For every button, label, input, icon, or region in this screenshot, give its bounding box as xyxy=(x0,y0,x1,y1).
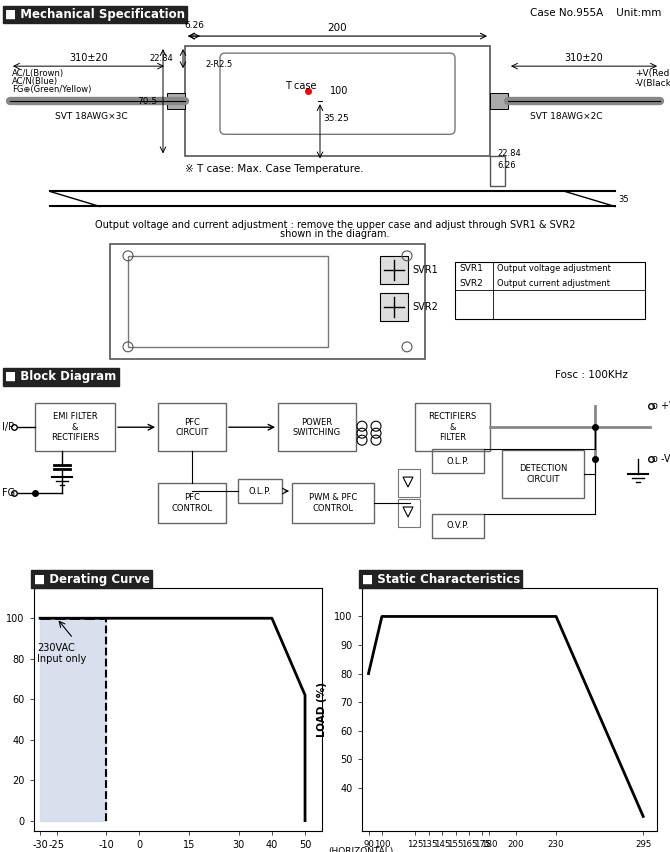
Text: AC/N(Blue): AC/N(Blue) xyxy=(12,77,58,86)
Text: AC/L(Brown): AC/L(Brown) xyxy=(12,69,64,78)
Bar xyxy=(110,244,425,359)
Text: PFC
CIRCUIT: PFC CIRCUIT xyxy=(176,417,208,437)
Bar xyxy=(167,93,185,109)
Text: +V(Red): +V(Red) xyxy=(635,69,670,78)
Text: O.L.P.: O.L.P. xyxy=(447,457,469,466)
Bar xyxy=(502,450,584,498)
Text: I/P: I/P xyxy=(2,423,14,432)
Text: 310±20: 310±20 xyxy=(565,53,604,63)
Text: SVT 18AWG×3C: SVT 18AWG×3C xyxy=(55,112,127,121)
Text: 35: 35 xyxy=(618,195,628,204)
Text: Output voltage and current adjustment : remove the upper case and adjust through: Output voltage and current adjustment : … xyxy=(94,220,576,230)
Text: ※ T case: Max. Case Temperature.: ※ T case: Max. Case Temperature. xyxy=(185,164,364,175)
Bar xyxy=(415,403,490,452)
Text: Case No.955A    Unit:mm: Case No.955A Unit:mm xyxy=(530,8,661,18)
Text: Output voltage adjustment: Output voltage adjustment xyxy=(497,264,611,273)
Text: Fosc : 100KHz: Fosc : 100KHz xyxy=(555,371,628,380)
Bar xyxy=(128,256,328,347)
Text: o -V: o -V xyxy=(652,454,670,464)
Bar xyxy=(398,469,420,497)
Bar xyxy=(490,93,508,109)
Text: 35.25: 35.25 xyxy=(323,114,349,123)
Bar xyxy=(35,403,115,452)
Bar xyxy=(490,157,505,187)
Bar xyxy=(398,499,420,527)
Text: SVR1: SVR1 xyxy=(412,265,438,274)
Bar xyxy=(158,403,226,452)
Text: FG: FG xyxy=(2,488,15,498)
Text: FG⊕(Green/Yellow): FG⊕(Green/Yellow) xyxy=(12,84,91,94)
Text: (HORIZONTAL): (HORIZONTAL) xyxy=(328,847,393,852)
Text: ■ Static Characteristics: ■ Static Characteristics xyxy=(362,573,520,585)
Text: ■ Block Diagram: ■ Block Diagram xyxy=(5,371,117,383)
Text: 310±20: 310±20 xyxy=(69,53,108,63)
Bar xyxy=(380,293,408,321)
Y-axis label: LOAD (%): LOAD (%) xyxy=(318,682,328,737)
Bar xyxy=(380,256,408,284)
Text: SVR2: SVR2 xyxy=(412,302,438,313)
Text: o +V: o +V xyxy=(652,401,670,412)
Text: EMI FILTER
&
RECTIFIERS: EMI FILTER & RECTIFIERS xyxy=(51,412,99,442)
Text: T case: T case xyxy=(285,81,316,91)
Text: SVR1: SVR1 xyxy=(459,264,483,273)
Text: PWM & PFC
CONTROL: PWM & PFC CONTROL xyxy=(309,493,357,513)
Text: 100: 100 xyxy=(330,86,348,96)
Text: shown in the diagram.: shown in the diagram. xyxy=(280,229,390,239)
Text: 70.5: 70.5 xyxy=(137,97,157,106)
Text: O.V.P.: O.V.P. xyxy=(447,521,469,531)
Polygon shape xyxy=(40,619,107,820)
Text: -V(Black): -V(Black) xyxy=(635,78,670,88)
Text: ■ Derating Curve: ■ Derating Curve xyxy=(34,573,149,585)
Text: 230VAC
Input only: 230VAC Input only xyxy=(37,642,86,664)
Text: 2-R2.5: 2-R2.5 xyxy=(205,60,232,69)
Text: 200: 200 xyxy=(328,23,347,33)
Bar xyxy=(158,483,226,523)
Text: PFC
CONTROL: PFC CONTROL xyxy=(172,493,212,513)
Text: SVR2: SVR2 xyxy=(459,279,483,288)
Text: RECTIFIERS
&
FILTER: RECTIFIERS & FILTER xyxy=(428,412,476,442)
Bar xyxy=(432,514,484,538)
Text: 22.84: 22.84 xyxy=(149,54,173,63)
Bar xyxy=(432,449,484,473)
Text: Output current adjustment: Output current adjustment xyxy=(497,279,610,288)
Text: DETECTION
CIRCUIT: DETECTION CIRCUIT xyxy=(519,464,567,484)
Text: 6.26: 6.26 xyxy=(184,21,204,30)
Bar xyxy=(292,483,374,523)
Text: SVT 18AWG×2C: SVT 18AWG×2C xyxy=(530,112,602,121)
Text: 6.26: 6.26 xyxy=(497,161,516,170)
Bar xyxy=(278,403,356,452)
Text: 22.84: 22.84 xyxy=(497,149,521,158)
Bar xyxy=(238,479,282,503)
Text: ■ Mechanical Specification: ■ Mechanical Specification xyxy=(5,8,185,21)
Text: O.L.P.: O.L.P. xyxy=(249,486,271,496)
Bar xyxy=(455,262,645,320)
Text: POWER
SWITCHING: POWER SWITCHING xyxy=(293,417,341,437)
